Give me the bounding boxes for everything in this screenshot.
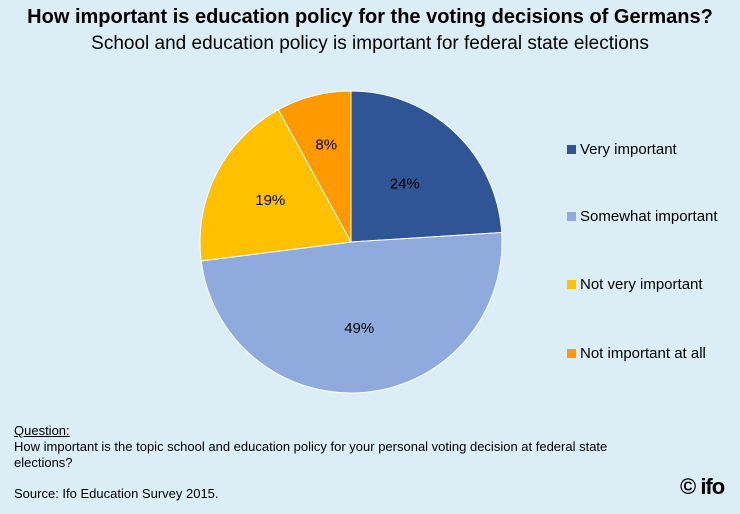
legend-label: Somewhat important <box>580 208 718 225</box>
slice-data-label: 49% <box>344 320 374 337</box>
legend-label: Not very important <box>580 276 703 293</box>
legend-swatch <box>567 212 576 221</box>
legend-item-somewhat-important: Somewhat important <box>567 208 718 225</box>
pie-slice-very-important <box>350 90 503 243</box>
legend-item-not-very-important: Not very important <box>567 276 703 293</box>
slice-data-label: 8% <box>315 136 337 153</box>
legend-label: Very important <box>580 141 677 158</box>
legend-swatch <box>567 349 576 358</box>
legend-item-not-important-at-all: Not important at all <box>567 345 706 362</box>
legend-label: Not important at all <box>580 345 706 362</box>
legend-swatch <box>567 280 576 289</box>
legend-swatch <box>567 145 576 154</box>
question-text: How important is the topic school and ed… <box>14 439 608 470</box>
pie-slice-somewhat-important <box>200 231 503 394</box>
source-note: Source: Ifo Education Survey 2015. <box>14 486 219 501</box>
pie-slice-not-important-at-all <box>277 90 352 243</box>
pie-slice-not-very-important <box>199 108 352 262</box>
legend-item-very-important: Very important <box>567 141 677 158</box>
chart-subtitle: School and education policy is important… <box>91 33 649 54</box>
chart-title: How important is education policy for th… <box>27 6 713 28</box>
ifo-logo: © ifo <box>680 474 725 499</box>
slice-data-label: 19% <box>255 192 285 209</box>
slice-data-label: 24% <box>390 176 420 193</box>
question-heading: Question: <box>14 423 70 438</box>
